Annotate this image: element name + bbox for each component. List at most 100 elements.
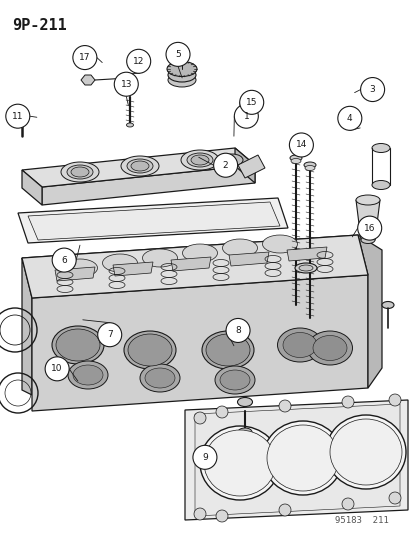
Text: 2: 2 xyxy=(222,161,228,169)
Ellipse shape xyxy=(266,425,338,491)
Circle shape xyxy=(357,216,381,240)
Ellipse shape xyxy=(290,158,300,164)
Polygon shape xyxy=(113,262,153,276)
Ellipse shape xyxy=(61,162,99,182)
Ellipse shape xyxy=(204,430,275,496)
Polygon shape xyxy=(228,252,268,266)
Circle shape xyxy=(216,510,228,522)
Ellipse shape xyxy=(277,328,322,362)
Ellipse shape xyxy=(68,361,108,389)
Polygon shape xyxy=(286,247,326,261)
Circle shape xyxy=(278,504,290,516)
Circle shape xyxy=(73,45,97,70)
Ellipse shape xyxy=(102,254,137,272)
Ellipse shape xyxy=(329,419,401,485)
Text: 1: 1 xyxy=(243,112,249,120)
Circle shape xyxy=(194,412,206,424)
Ellipse shape xyxy=(312,335,346,360)
Ellipse shape xyxy=(52,326,104,364)
Ellipse shape xyxy=(355,195,379,205)
Text: 15: 15 xyxy=(245,98,257,107)
Ellipse shape xyxy=(222,239,257,257)
Ellipse shape xyxy=(237,398,252,407)
Text: 11: 11 xyxy=(12,112,24,120)
Ellipse shape xyxy=(71,167,89,177)
Text: 95183  211: 95183 211 xyxy=(334,516,388,525)
Polygon shape xyxy=(195,404,399,516)
Circle shape xyxy=(45,357,69,381)
Ellipse shape xyxy=(142,249,177,267)
Polygon shape xyxy=(22,258,32,395)
Text: 14: 14 xyxy=(295,141,306,149)
Polygon shape xyxy=(22,148,254,187)
Polygon shape xyxy=(235,148,254,183)
Circle shape xyxy=(114,72,138,96)
Text: 8: 8 xyxy=(235,326,240,335)
Circle shape xyxy=(263,450,275,462)
Ellipse shape xyxy=(381,302,393,309)
Ellipse shape xyxy=(199,426,279,500)
Ellipse shape xyxy=(125,90,134,94)
Polygon shape xyxy=(185,400,407,520)
Ellipse shape xyxy=(121,156,159,176)
Circle shape xyxy=(341,498,353,510)
Polygon shape xyxy=(32,275,367,411)
Circle shape xyxy=(213,153,237,177)
Circle shape xyxy=(97,322,121,347)
Text: 9: 9 xyxy=(202,453,207,462)
Ellipse shape xyxy=(360,237,374,244)
Polygon shape xyxy=(22,170,42,205)
Ellipse shape xyxy=(180,150,218,170)
Circle shape xyxy=(192,445,216,470)
Ellipse shape xyxy=(325,415,405,489)
Circle shape xyxy=(166,42,190,67)
Polygon shape xyxy=(357,235,381,388)
Ellipse shape xyxy=(202,331,254,369)
Circle shape xyxy=(388,492,400,504)
Polygon shape xyxy=(237,155,264,178)
Ellipse shape xyxy=(145,368,175,388)
Ellipse shape xyxy=(17,110,27,116)
Ellipse shape xyxy=(168,68,195,82)
Ellipse shape xyxy=(304,166,314,171)
Text: 4: 4 xyxy=(346,114,352,123)
Ellipse shape xyxy=(56,329,100,361)
Ellipse shape xyxy=(282,333,316,358)
Circle shape xyxy=(225,318,249,343)
Circle shape xyxy=(337,106,361,131)
Ellipse shape xyxy=(214,366,254,394)
Text: 6: 6 xyxy=(61,256,67,264)
Polygon shape xyxy=(22,235,367,298)
Ellipse shape xyxy=(182,244,217,262)
Ellipse shape xyxy=(128,334,171,366)
Ellipse shape xyxy=(221,154,242,166)
Ellipse shape xyxy=(127,159,153,173)
Ellipse shape xyxy=(166,61,197,77)
Polygon shape xyxy=(171,257,211,271)
Ellipse shape xyxy=(206,334,249,366)
Ellipse shape xyxy=(168,73,195,87)
Ellipse shape xyxy=(262,235,297,253)
Circle shape xyxy=(341,396,353,408)
Ellipse shape xyxy=(294,263,316,273)
Circle shape xyxy=(360,77,384,102)
Circle shape xyxy=(216,406,228,418)
Polygon shape xyxy=(28,202,279,240)
Circle shape xyxy=(278,400,290,412)
Text: 12: 12 xyxy=(133,57,144,66)
Polygon shape xyxy=(42,165,254,205)
Ellipse shape xyxy=(298,265,312,271)
Ellipse shape xyxy=(124,331,176,369)
Text: 10: 10 xyxy=(51,365,63,373)
Ellipse shape xyxy=(262,421,342,495)
Circle shape xyxy=(52,248,76,272)
Circle shape xyxy=(239,90,263,115)
Ellipse shape xyxy=(131,161,149,171)
Circle shape xyxy=(204,454,216,466)
Ellipse shape xyxy=(237,428,252,436)
Polygon shape xyxy=(22,235,367,298)
Circle shape xyxy=(126,49,150,74)
Polygon shape xyxy=(81,75,95,85)
Text: 5: 5 xyxy=(175,50,180,59)
Ellipse shape xyxy=(140,364,180,392)
